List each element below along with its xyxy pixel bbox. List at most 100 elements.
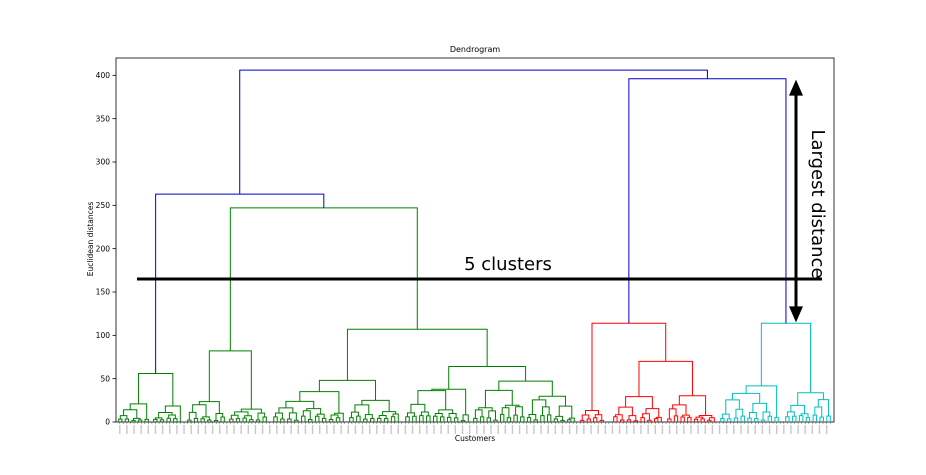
leaf-label [426,425,428,434]
leaf-label [825,425,828,434]
y-tick-label: 300 [96,158,111,167]
dendrogram-link [785,416,790,422]
dendrogram-link [392,413,399,422]
dendrogram-link [484,389,513,408]
leaf-label [775,425,778,434]
dendrogram-link [506,417,512,422]
dendrogram-link [159,419,165,422]
y-tick-label: 400 [96,71,111,80]
leaf-label [411,425,414,434]
dendrogram-link [390,416,396,422]
leaf-label [704,425,706,434]
dendrogram-link [594,414,603,421]
dendrogram-link [158,411,173,418]
dendrogram-link [541,406,550,416]
leaf-label [368,425,371,434]
dendrogram-link [760,322,812,393]
leaf-label [747,425,749,434]
leaf-label [640,425,642,434]
dendrogram-link [586,418,591,422]
arrow-head-up [789,79,803,96]
leaf-label [290,425,292,434]
dendrogram-link [792,415,797,422]
dendrogram-link [262,416,267,422]
leaf-label [347,425,349,434]
dendrogram-link [346,328,488,381]
dendrogram-link [321,417,327,422]
y-tick-label: 350 [96,114,111,123]
leaf-label [576,425,578,434]
leaf-label [511,425,514,434]
dendrogram-link [173,418,178,422]
dendrogram-link [668,408,677,419]
leaf-label [204,425,207,434]
dendrogram-link [370,418,375,422]
dendrogram-link [406,412,415,417]
dendrogram-link [129,403,148,420]
dendrogram-link [419,415,424,422]
dendrogram-link [640,417,645,422]
dendrogram-link [708,417,715,422]
dendrogram-link [280,418,285,422]
dendrogram-link [460,420,466,422]
dendrogram-link [707,419,712,422]
dendrogram-link [628,78,787,324]
y-tick-label: 150 [96,288,111,297]
leaf-label [540,425,542,434]
dendrogram-link [672,404,687,416]
leaf-label [547,425,549,434]
leaf-label [283,425,285,434]
annotations [137,79,822,323]
dendrogram-link [740,415,745,422]
leaf-labels [119,422,831,434]
dendrogram-link [426,415,431,422]
dendrogram-link [538,395,567,407]
dendrogram-link [805,417,811,422]
dendrogram-link [318,379,377,401]
leaf-label [526,425,528,434]
leaf-label [690,425,692,434]
leaf-label [354,425,357,434]
leaf-label [161,425,164,434]
dendrogram-link [220,416,225,422]
leaf-label [311,425,314,434]
dendrogram-link [433,415,438,422]
leaf-label [683,425,685,434]
dendrogram-link [546,414,552,422]
leaf-label [568,425,571,434]
dendrogram-link [654,418,659,422]
dendrogram-link [645,408,660,418]
dendrogram-link [448,366,527,390]
leaf-label [440,425,442,434]
dendrogram-link [817,399,830,417]
dendrogram-link [790,404,806,414]
dendrogram-link [520,416,525,422]
dendrogram-link [474,409,483,419]
leaf-label [219,425,221,434]
dendrogram-link [555,415,564,421]
dendrogram-link [118,418,123,422]
dendrogram-link [229,418,234,422]
dendrogram-link [735,408,744,419]
dendrogram-link [124,418,130,422]
dendrogram-link [350,411,359,418]
dendrogram-link [625,396,653,409]
dendrogram-link [726,418,732,422]
dendrogram-link [376,417,382,422]
leaf-label [140,425,142,434]
dendrogram-link [593,417,598,422]
leaf-label [454,425,457,434]
leaf-label [261,425,264,434]
leaf-label [604,425,607,434]
dendrogram-link [733,417,739,422]
dendrogram-link [814,406,823,418]
leaf-label [254,425,257,434]
dendrogram-link [526,417,532,422]
dendrogram-link [620,419,625,422]
dendrogram-link [488,410,496,421]
leaf-label [397,425,399,434]
leaf-label [461,425,464,434]
dendrogram-link [198,401,220,414]
leaf-label [197,425,200,434]
